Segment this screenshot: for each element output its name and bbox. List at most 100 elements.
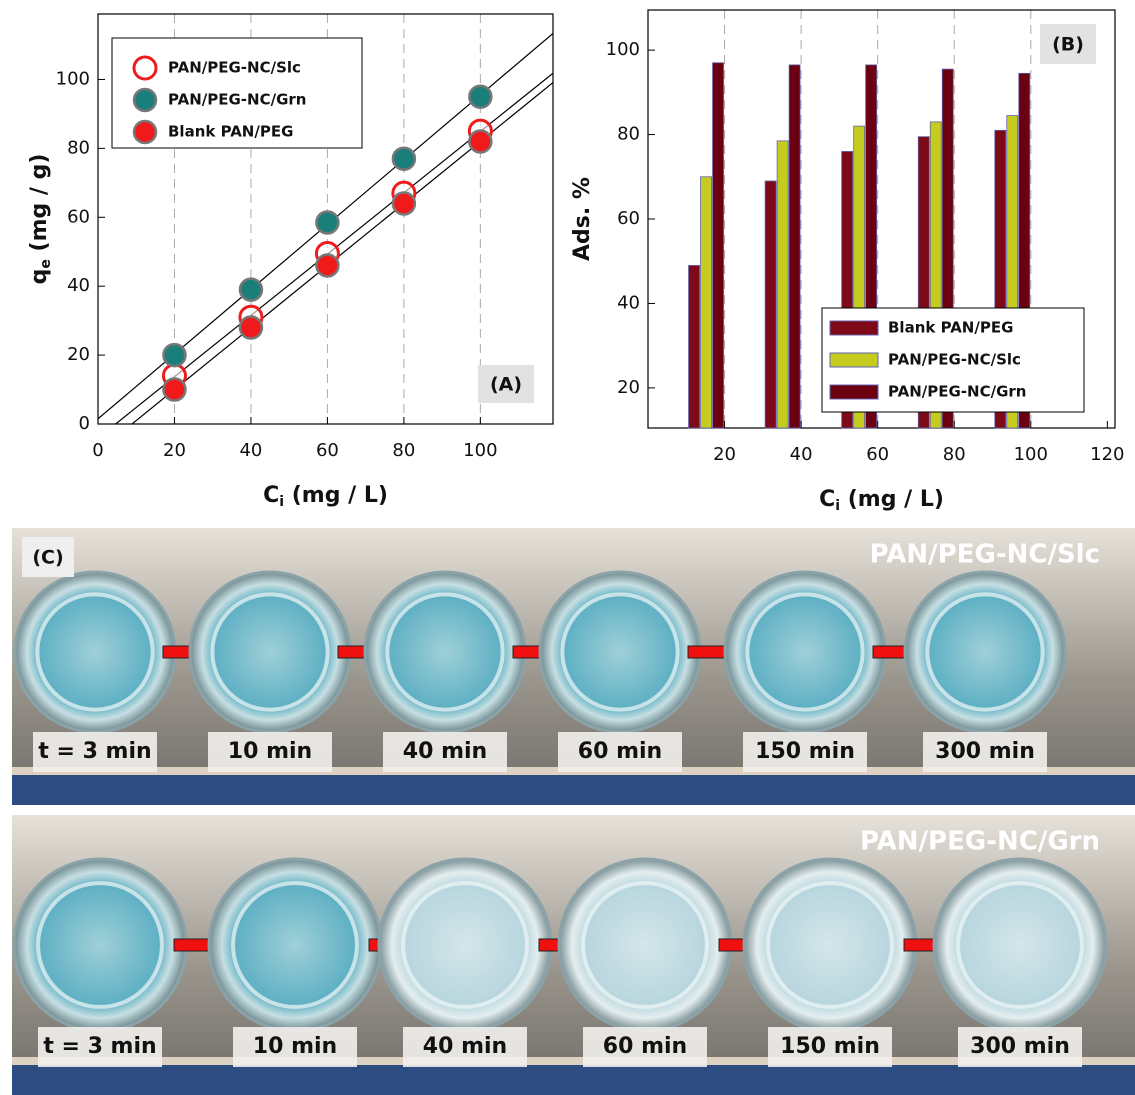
plot-frame [647,9,1116,429]
x-tick-label: 80 [392,440,415,461]
time-label-bg [383,732,507,772]
bar [764,180,777,429]
panel-label-bg [22,537,74,577]
time-label: 300 min [935,739,1035,764]
y-tick-label: 80 [617,124,640,145]
bar [865,64,878,429]
legend-marker [829,320,879,336]
time-label-bg [38,1027,162,1067]
bar [917,136,930,429]
plot-frame [97,13,554,425]
time-label-bg [743,732,867,772]
photo-title: PAN/PEG-NC/Slc [870,540,1100,570]
shelf [12,775,1135,805]
bar [788,64,801,429]
point [162,377,187,402]
legend-marker [132,55,158,81]
dish-inner [956,881,1084,1009]
annotation-bg [1040,24,1096,64]
x-tick-label: 40 [790,444,813,465]
point [468,84,493,109]
axis-label-main: q [27,269,52,285]
time-label: 300 min [970,1034,1070,1059]
bar [700,176,712,429]
time-label: t = 3 min [43,1034,156,1059]
point [391,191,417,216]
x-tick-label: 60 [866,444,889,465]
legend-marker [132,87,158,113]
time-label: 40 min [403,739,487,764]
x-tick-label: 60 [316,440,339,461]
legend-label: PAN/PEG-NC/Slc [888,351,1021,369]
time-label: 10 min [253,1034,337,1059]
axis-label-sub: i [279,494,284,510]
axis-label: Ads. % [570,177,595,261]
y-tick-label: 20 [67,344,90,365]
point [391,146,417,171]
y-tick-label: 60 [617,208,640,229]
bar [776,140,789,429]
annotation: (A) [490,374,522,396]
dish-inner [385,592,505,712]
legend-label: Blank PAN/PEG [168,123,293,141]
y-tick-label: 60 [67,206,90,227]
legend-marker [829,352,879,368]
time-label-bg [33,732,157,772]
time-label-bg [208,732,332,772]
y-tick-label: 80 [67,137,90,158]
x-tick-label: 0 [92,440,103,461]
dish-inner [581,881,709,1009]
time-label-bg [923,732,1047,772]
x-tick-label: 100 [1014,444,1048,465]
time-label-bg [958,1027,1082,1067]
y-tick-label: 40 [67,275,90,296]
x-tick-label: 20 [163,440,186,461]
y-tick-label: 40 [617,292,640,313]
x-tick-label: 40 [239,440,262,461]
bar [994,129,1007,429]
legend-label: Blank PAN/PEG [888,319,1013,337]
y-tick-label: 0 [79,413,90,434]
panel-label: (C) [32,547,63,569]
time-label-bg [583,1027,707,1067]
axis-label-rest: (mg / L) [840,487,944,512]
shelf-edge [12,1057,1135,1065]
dish-inner [560,592,680,712]
photo-title: PAN/PEG-NC/Grn [860,827,1100,857]
point [238,277,264,302]
dish-inner [35,592,155,712]
time-label-bg [768,1027,892,1067]
axis-label-main: C [819,487,835,512]
dish-inner [401,881,529,1009]
time-label: 40 min [423,1034,507,1059]
axis-label: Ci (mg / L) [263,483,388,510]
bar [1018,72,1031,429]
bar [853,125,866,429]
legend-marker [829,384,879,400]
legend-label: PAN/PEG-NC/Grn [888,383,1026,401]
time-label: 60 min [578,739,662,764]
point [315,253,340,278]
y-tick-label: 20 [617,377,640,398]
dish-inner [36,881,164,1009]
annotation: (B) [1052,34,1084,56]
bar [841,151,854,429]
x-tick-label: 20 [713,444,736,465]
time-label-bg [558,732,682,772]
point [315,210,340,235]
dish-inner [210,592,330,712]
axis-label-sub: e [38,259,54,269]
axis-label-rest: (mg / L) [284,483,388,508]
dish-inner [766,881,894,1009]
legend-marker [132,119,158,145]
point [468,129,493,154]
time-label-bg [233,1027,357,1067]
time-label: t = 3 min [38,739,151,764]
legend-label: PAN/PEG-NC/Grn [168,91,306,109]
dish-inner [745,592,865,712]
y-tick-label: 100 [56,68,90,89]
dish-inner [925,592,1045,712]
y-tick-label: 100 [606,39,640,60]
time-label: 150 min [780,1034,880,1059]
